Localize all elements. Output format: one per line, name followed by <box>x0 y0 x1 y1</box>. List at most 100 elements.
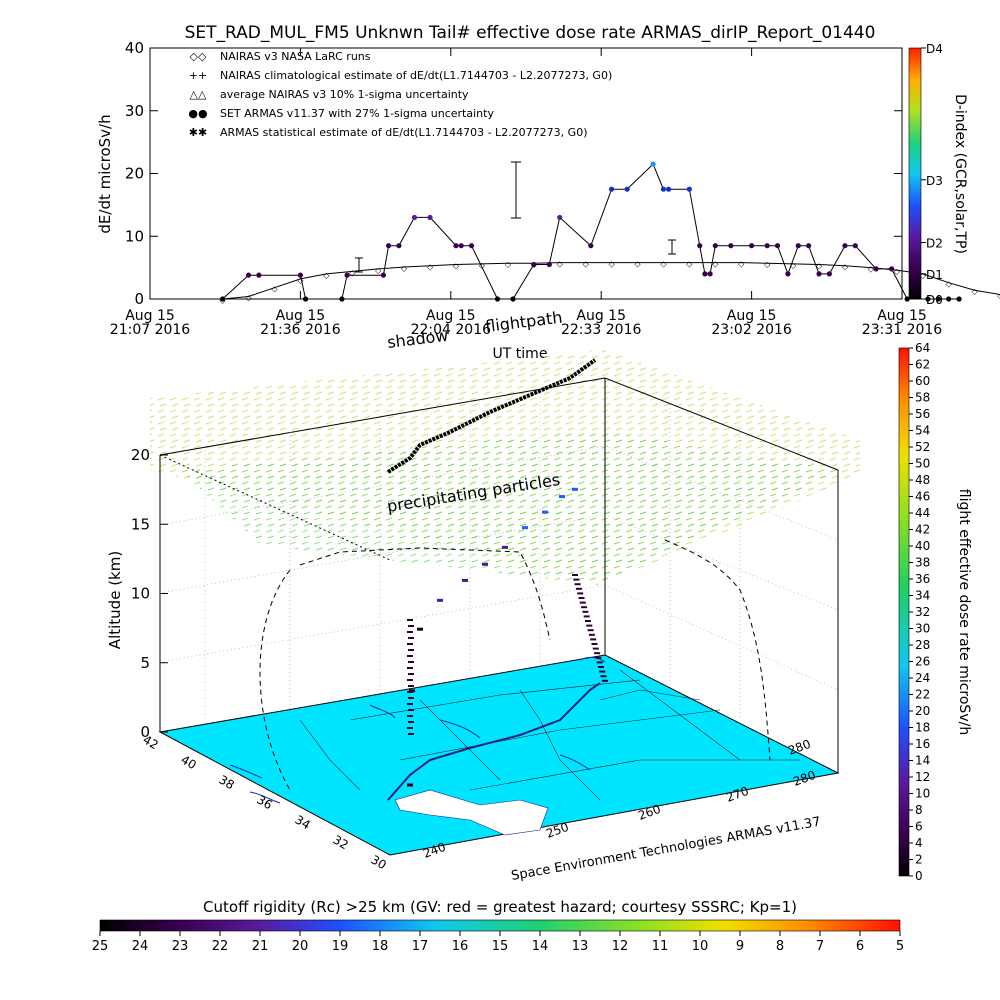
rc-tick-label: 23 <box>172 939 189 954</box>
latitude-tick-label: 36 <box>255 792 275 812</box>
rc-tick-label: 18 <box>372 939 389 954</box>
flight-profile-segment <box>573 578 580 581</box>
legend-label: NAIRAS v3 NASA LaRC runs <box>220 50 371 63</box>
legend-symbol: ++ <box>189 69 207 82</box>
nairas-point: ◇ <box>323 271 330 280</box>
armas-point <box>842 243 848 249</box>
flight-profile-segment <box>407 783 413 787</box>
rc-tick-label: 14 <box>532 939 549 954</box>
shadow-curves <box>259 539 771 791</box>
rc-tick-label: 11 <box>652 939 669 954</box>
dose-tick-label: 64 <box>915 341 930 355</box>
dose-tick-label: 8 <box>915 803 923 817</box>
armas-point <box>728 243 734 249</box>
armas-point <box>624 186 630 192</box>
flight-profile-segment <box>408 673 414 675</box>
altitude-tick-label: 0 <box>140 723 150 741</box>
back-grid <box>159 389 839 724</box>
map-coastlines <box>229 656 606 804</box>
rc-tick-label: 6 <box>856 939 864 954</box>
nairas-point: ◇ <box>297 276 304 285</box>
flight-profile-segment <box>600 675 607 678</box>
flight-profile-segment <box>408 685 414 687</box>
flight-profile-segment <box>574 583 581 586</box>
nairas-point: ◇ <box>997 292 1000 301</box>
flight-profile-segment <box>407 619 413 621</box>
flight-profile-segment <box>408 649 414 651</box>
dose-tick-label: 30 <box>915 622 930 636</box>
flight-profile-segment <box>407 655 413 657</box>
armas-point <box>764 243 770 249</box>
longitude-tick-label: 280 <box>786 737 812 758</box>
flight-profile-segment <box>409 689 415 693</box>
nairas-point: ◇ <box>946 280 953 289</box>
flight-profile-segment <box>502 545 508 549</box>
y-tick-label: 40 <box>125 39 144 57</box>
dose-tick-label: 26 <box>915 655 930 669</box>
rc-tick-label: 21 <box>252 939 269 954</box>
flight-profile-segment <box>591 643 598 645</box>
annotation-flightpath: flightpath <box>484 308 563 336</box>
dose-tick-label: 32 <box>915 605 930 619</box>
rc-tick-label: 12 <box>612 939 629 954</box>
rc-tick-label: 8 <box>776 939 784 954</box>
figure-title: SET_RAD_MUL_FM5 Unknwn Tail# effective d… <box>185 23 876 43</box>
d-index-tick-label: D3 <box>926 174 943 188</box>
nairas-point: ◇ <box>816 261 823 270</box>
dose-tick-label: 48 <box>915 473 930 487</box>
flight-profile-segment <box>407 691 413 693</box>
nairas-point: ◇ <box>427 263 434 272</box>
armas-point <box>220 296 226 302</box>
flight-profile-segment <box>572 574 578 576</box>
ocean-region <box>394 789 549 836</box>
armas-point <box>702 271 708 277</box>
dose-colorbar-label: flight effective dose rate microSv/h <box>956 489 972 735</box>
armas-line <box>222 163 959 300</box>
rc-colorbar-ticks: 25 24 23 22 21 20 19 18 17 16 15 14 13 12 11 10 9 8 7 6 5 <box>92 931 904 954</box>
armas-point <box>660 186 667 192</box>
armas-point <box>774 243 781 249</box>
flight-profile-segment <box>598 666 604 668</box>
nairas-point: ◇ <box>505 260 512 269</box>
flight-profile <box>407 487 608 787</box>
flight-profile-segment <box>578 597 585 599</box>
legend-label: NAIRAS climatological estimate of dE/dt(… <box>220 69 612 82</box>
altitude-tick-label: 20 <box>131 446 150 464</box>
legend-symbol: ◇◇ <box>190 50 207 63</box>
flight-profile-segment <box>408 661 414 663</box>
nairas-point: ◇ <box>712 260 719 269</box>
armas-point <box>557 214 563 221</box>
armas-point <box>650 161 656 167</box>
flight-profile-segment <box>595 656 602 659</box>
d-index-tick-label: D2 <box>926 237 943 251</box>
armas-point <box>380 272 386 278</box>
flight-profile-segment <box>586 624 593 627</box>
armas-point <box>697 243 703 249</box>
y-axis-label: dE/dt microSv/h <box>96 114 114 233</box>
armas-point <box>385 243 392 249</box>
flight-profile-segment <box>592 647 599 650</box>
flight-profile-segment <box>408 733 414 735</box>
dose-tick-label: 12 <box>915 770 930 784</box>
rc-tick-label: 9 <box>736 939 744 954</box>
armas-point <box>806 243 812 249</box>
armas-point <box>344 272 350 278</box>
armas-point <box>712 243 718 249</box>
nairas-point: ◇ <box>660 260 667 269</box>
armas-point <box>256 272 262 278</box>
flight-profile-segment <box>542 510 548 514</box>
nairas-point: ◇ <box>894 267 901 276</box>
flight-profile-segment <box>407 679 413 681</box>
dose-tick-label: 54 <box>915 424 930 438</box>
flight-profile-segment <box>407 631 413 633</box>
nairas-point: ◇ <box>686 260 693 269</box>
nairas-point: ◇ <box>271 285 278 294</box>
flight-profile-segment <box>582 610 589 613</box>
latitude-tick-label: 30 <box>369 852 389 872</box>
armas-point <box>946 296 952 302</box>
flight-profile-segment <box>407 643 413 645</box>
nairas-point: ◇ <box>868 265 875 274</box>
dose-colorbar-group: 0246810121416182022242628303234363840424… <box>898 341 972 883</box>
dose-tick-label: 62 <box>915 358 930 372</box>
